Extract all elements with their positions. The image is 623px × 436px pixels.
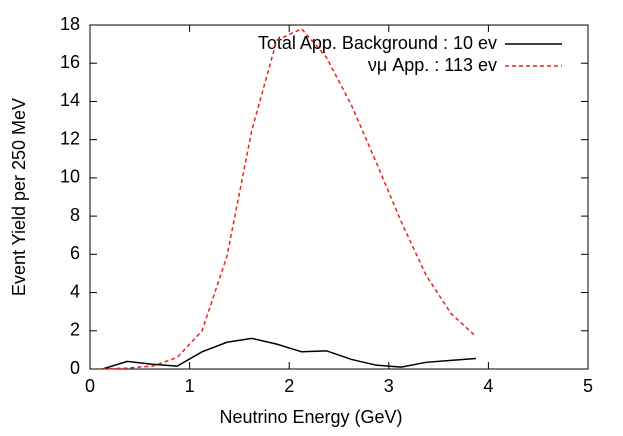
x-tick-label: 0 [85, 376, 95, 396]
y-tick-label: 8 [70, 205, 80, 225]
y-tick-label: 2 [70, 320, 80, 340]
y-tick-label: 4 [70, 281, 80, 301]
y-tick-label: 16 [60, 52, 80, 72]
y-tick-label: 18 [60, 14, 80, 34]
x-tick-label: 1 [185, 376, 195, 396]
x-tick-label: 5 [583, 376, 593, 396]
plot-frame [89, 24, 589, 370]
y-tick-label: 10 [60, 167, 80, 187]
series-line [102, 27, 477, 370]
series-line [102, 337, 477, 370]
x-tick-label: 4 [483, 376, 493, 396]
y-axis-label: Event Yield per 250 MeV [9, 98, 29, 296]
y-tick-label: 0 [70, 358, 80, 378]
x-tick-label: 2 [284, 376, 294, 396]
y-tick-label: 12 [60, 128, 80, 148]
y-tick-label: 6 [70, 243, 80, 263]
y-tick-label: 14 [60, 90, 80, 110]
x-axis-label: Neutrino Energy (GeV) [219, 407, 402, 427]
x-tick-label: 3 [384, 376, 394, 396]
legend-label: Total App. Background : 10 ev [258, 33, 497, 53]
legend-label: νμ App. : 113 ev [368, 55, 497, 75]
